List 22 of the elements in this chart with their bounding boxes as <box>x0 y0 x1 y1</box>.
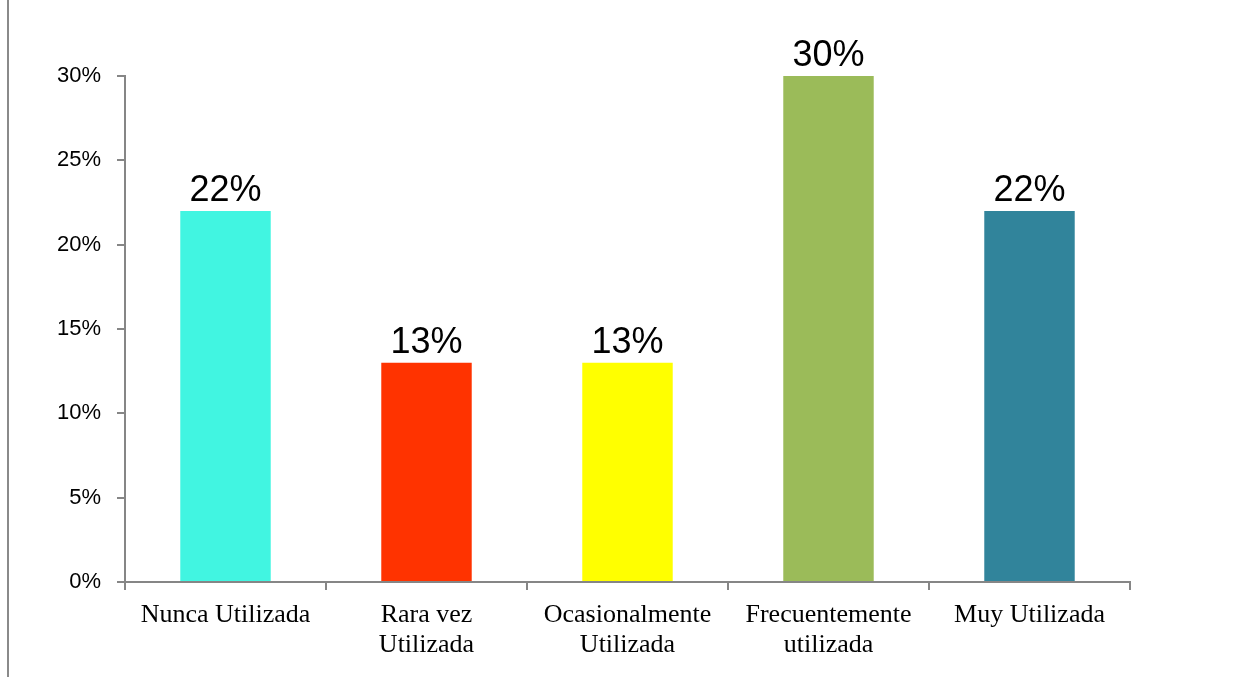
y-tick-label: 15% <box>56 315 101 341</box>
data-label: 13% <box>591 319 664 361</box>
data-label: 13% <box>390 319 463 361</box>
data-label: 30% <box>792 32 865 74</box>
x-tick-label: Frecuentemente utilizada <box>745 598 912 658</box>
y-tick-label: 20% <box>56 230 101 256</box>
bar <box>180 210 271 581</box>
x-tick-label: Ocasionalmente Utilizada <box>543 598 712 658</box>
bar <box>984 210 1075 581</box>
bar <box>582 362 673 581</box>
y-tick-label: 10% <box>56 399 101 425</box>
y-tick-label: 5% <box>69 483 101 509</box>
bar <box>783 76 874 581</box>
y-tick-label: 30% <box>56 62 101 88</box>
x-tick-label: Rara vez Utilizada <box>378 598 475 658</box>
data-label: 22% <box>189 167 262 209</box>
x-tick-label: Muy Utilizada <box>954 598 1106 628</box>
x-tick-label: Nunca Utilizada <box>140 598 311 628</box>
y-tick-label: 0% <box>69 568 101 594</box>
data-label: 22% <box>993 167 1066 209</box>
y-tick-label: 25% <box>56 146 101 172</box>
bar <box>381 362 472 581</box>
